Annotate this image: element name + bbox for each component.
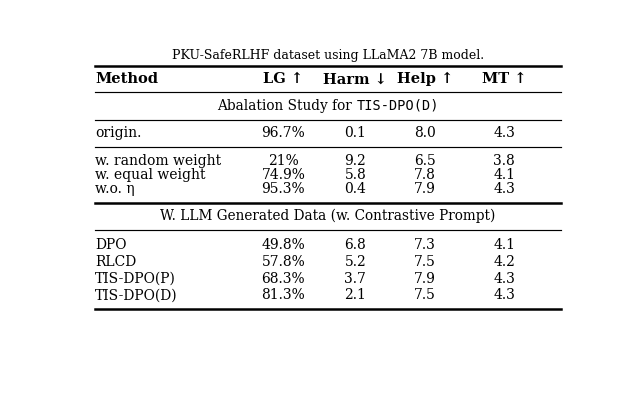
- Text: 57.8%: 57.8%: [262, 255, 305, 269]
- Text: Harm ↓: Harm ↓: [323, 72, 387, 87]
- Text: w.o. η: w.o. η: [95, 182, 134, 196]
- Text: 4.3: 4.3: [493, 182, 515, 196]
- Text: 7.3: 7.3: [414, 238, 436, 252]
- Text: 9.2: 9.2: [344, 154, 366, 167]
- Text: 7.5: 7.5: [414, 255, 436, 269]
- Text: 74.9%: 74.9%: [261, 167, 305, 182]
- Text: MT ↑: MT ↑: [482, 72, 526, 87]
- Text: 4.3: 4.3: [493, 126, 515, 140]
- Text: 6.8: 6.8: [344, 238, 366, 252]
- Text: 3.8: 3.8: [493, 154, 515, 167]
- Text: 95.3%: 95.3%: [262, 182, 305, 196]
- Text: RLCD: RLCD: [95, 255, 136, 269]
- Text: 21%: 21%: [268, 154, 299, 167]
- Text: 4.1: 4.1: [493, 238, 515, 252]
- Text: 7.9: 7.9: [414, 182, 436, 196]
- Text: PKU-SafeRLHF dataset using LLaMA2 7B model.: PKU-SafeRLHF dataset using LLaMA2 7B mod…: [172, 49, 484, 62]
- Text: origin.: origin.: [95, 126, 141, 140]
- Text: 81.3%: 81.3%: [262, 288, 305, 302]
- Text: Abalation Study for: Abalation Study for: [217, 99, 356, 113]
- Text: TIS-DPO(P): TIS-DPO(P): [95, 271, 176, 286]
- Text: w. random weight: w. random weight: [95, 154, 221, 167]
- Text: TIS-DPO(D): TIS-DPO(D): [95, 288, 177, 302]
- Text: 4.3: 4.3: [493, 288, 515, 302]
- Text: 2.1: 2.1: [344, 288, 366, 302]
- Text: Method: Method: [95, 72, 158, 87]
- Text: TIS-DPO(D): TIS-DPO(D): [356, 99, 439, 113]
- Text: 7.9: 7.9: [414, 271, 436, 286]
- Text: 4.1: 4.1: [493, 167, 515, 182]
- Text: w. equal weight: w. equal weight: [95, 167, 205, 182]
- Text: 4.3: 4.3: [493, 271, 515, 286]
- Text: 6.5: 6.5: [414, 154, 436, 167]
- Text: 8.0: 8.0: [414, 126, 436, 140]
- Text: 4.2: 4.2: [493, 255, 515, 269]
- Text: 7.5: 7.5: [414, 288, 436, 302]
- Text: 68.3%: 68.3%: [262, 271, 305, 286]
- Text: 5.8: 5.8: [344, 167, 366, 182]
- Text: Help ↑: Help ↑: [397, 72, 453, 87]
- Text: 0.1: 0.1: [344, 126, 366, 140]
- Text: 0.4: 0.4: [344, 182, 366, 196]
- Text: DPO: DPO: [95, 238, 126, 252]
- Text: LG ↑: LG ↑: [263, 72, 303, 87]
- Text: W. LLM Generated Data (w. Contrastive Prompt): W. LLM Generated Data (w. Contrastive Pr…: [160, 209, 496, 224]
- Text: 5.2: 5.2: [344, 255, 366, 269]
- Text: 7.8: 7.8: [414, 167, 436, 182]
- Text: 3.7: 3.7: [344, 271, 366, 286]
- Text: 96.7%: 96.7%: [262, 126, 305, 140]
- Text: 49.8%: 49.8%: [262, 238, 305, 252]
